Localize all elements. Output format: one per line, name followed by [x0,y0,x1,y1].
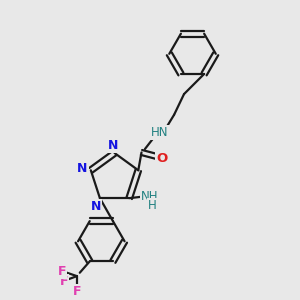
Text: O: O [156,152,167,165]
Text: HN: HN [151,126,169,139]
Text: N: N [77,162,88,176]
Text: N: N [91,200,101,213]
Text: H: H [148,199,156,212]
Text: N: N [108,139,118,152]
Text: F: F [58,265,66,278]
Text: F: F [73,285,82,298]
Text: F: F [60,275,68,288]
Text: NH: NH [141,190,158,203]
